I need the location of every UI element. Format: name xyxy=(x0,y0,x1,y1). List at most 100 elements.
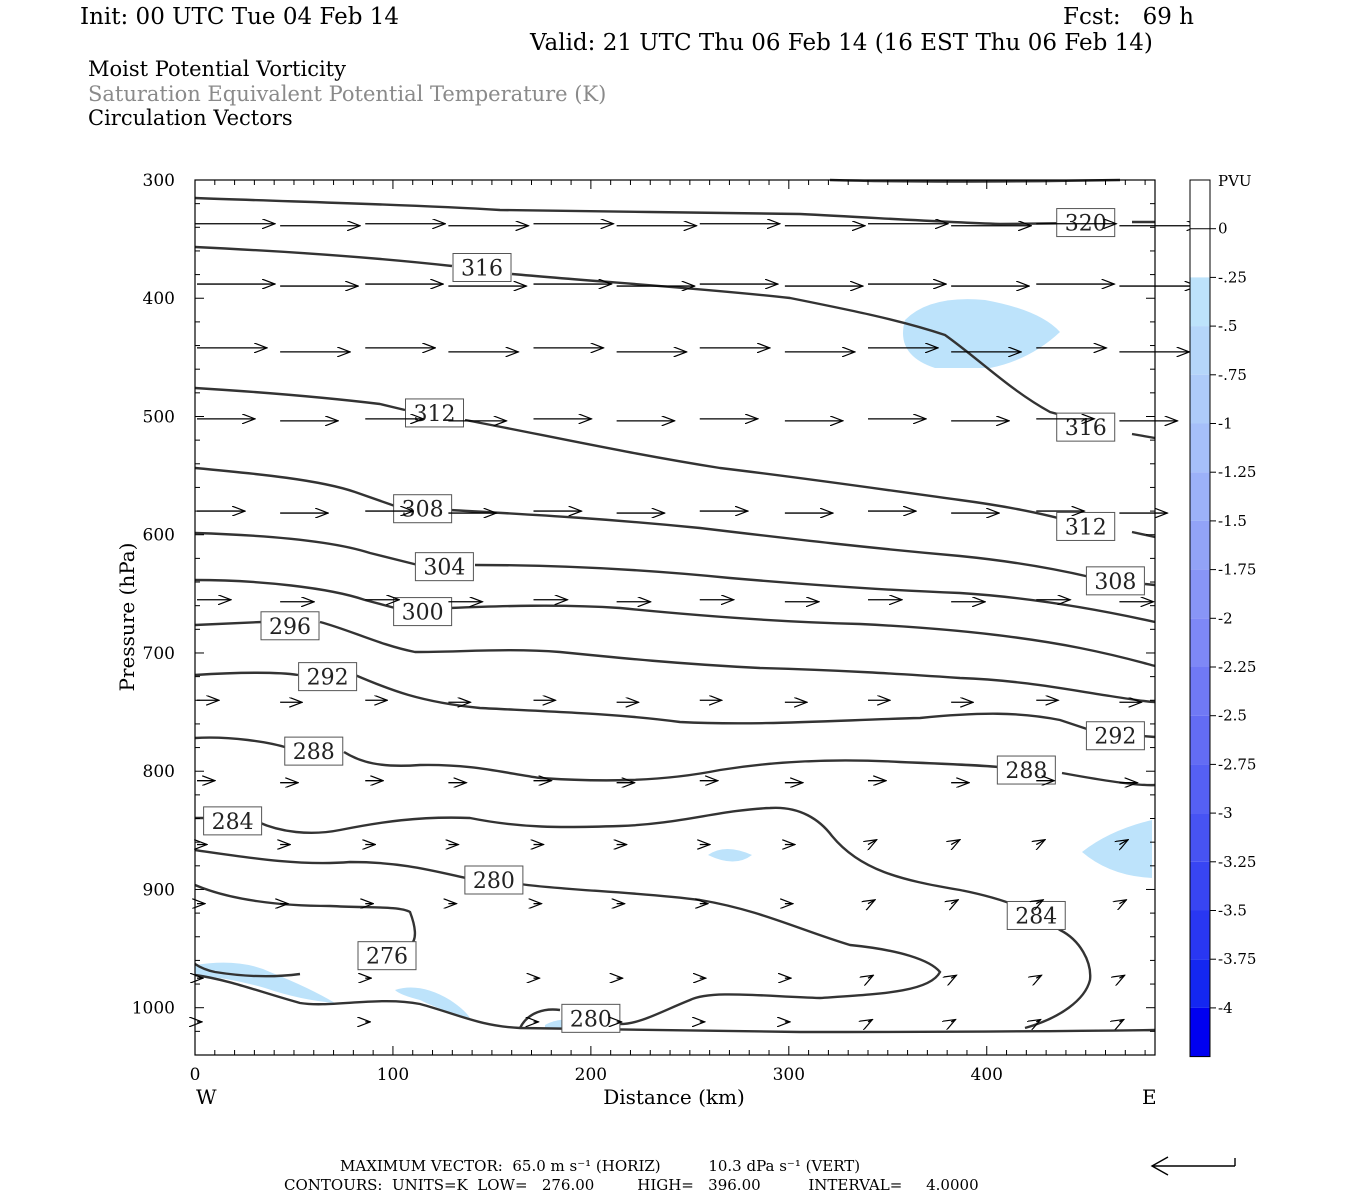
colorbar-label: -3.5 xyxy=(1218,902,1247,920)
colorbar-label: -4 xyxy=(1218,999,1233,1017)
colorbar-label: -1.25 xyxy=(1218,463,1256,481)
svg-text:280: 280 xyxy=(473,869,515,894)
colorbar-swatch xyxy=(1190,813,1210,862)
y-tick-label: 800 xyxy=(143,762,175,782)
wind-vector xyxy=(868,840,877,845)
x-axis-label: Distance (km) xyxy=(603,1085,745,1109)
y-tick-labels: 300 400 500 600 700 800 900 1000 xyxy=(132,171,175,1019)
colorbar-label: -1 xyxy=(1218,415,1233,433)
contour-280 xyxy=(194,848,942,1029)
contour-label: 280 xyxy=(561,1003,621,1033)
svg-text:316: 316 xyxy=(461,257,503,282)
colorbar-label: -2.75 xyxy=(1218,755,1256,773)
contour-288 xyxy=(194,736,1156,787)
colorbar-swatch xyxy=(1190,374,1210,424)
colorbar-label: -3.25 xyxy=(1218,853,1256,871)
colorbar-swatch xyxy=(1190,959,1210,1008)
svg-text:312: 312 xyxy=(414,402,456,427)
colorbar-label: -.75 xyxy=(1218,366,1247,384)
x-tick-label: 400 xyxy=(971,1065,1003,1085)
wind-vector xyxy=(868,900,875,904)
wind-vector xyxy=(951,900,958,904)
colorbar-label: -3 xyxy=(1218,804,1233,822)
title-vectors: Circulation Vectors xyxy=(88,106,293,130)
colorbar-label: 0 xyxy=(1218,220,1228,238)
svg-text:280: 280 xyxy=(570,1007,612,1032)
wind-vector xyxy=(1119,975,1124,978)
contour-label: 292 xyxy=(298,662,358,692)
svg-text:308: 308 xyxy=(1094,570,1136,595)
colorbar-label: -1.75 xyxy=(1218,561,1256,579)
svg-text:316: 316 xyxy=(1065,416,1107,441)
colorbar-swatch xyxy=(1190,520,1210,570)
contour-label: 308 xyxy=(1085,566,1145,596)
wind-vector xyxy=(1036,975,1041,978)
wind-vector xyxy=(951,840,960,845)
colorbar-swatch xyxy=(1190,910,1210,960)
wind-vector xyxy=(1036,1019,1040,1021)
contour-label: 312 xyxy=(1056,511,1116,541)
reference-vector xyxy=(1150,1156,1236,1176)
y-axis-label: Pressure (hPa) xyxy=(115,543,139,692)
contour-label: 296 xyxy=(260,611,320,641)
contour-label: 288 xyxy=(284,736,344,766)
colorbar-swatch xyxy=(1190,277,1210,327)
wind-vector xyxy=(1119,840,1128,845)
colorbar-swatch xyxy=(1190,715,1210,765)
contour-324 xyxy=(829,178,1121,183)
contour-label: 312 xyxy=(405,398,465,428)
wind-vector xyxy=(1119,1019,1123,1021)
x-tick-label: 300 xyxy=(773,1065,805,1085)
contour-label: 276 xyxy=(357,941,417,971)
x-tick-label: 200 xyxy=(575,1065,607,1085)
contour-label: 292 xyxy=(1085,721,1145,751)
contour-label: 284 xyxy=(1006,900,1066,930)
contour-label: 316 xyxy=(452,253,512,282)
contour-312 xyxy=(194,386,1156,539)
colorbar-swatch xyxy=(1190,569,1210,619)
y-tick-label: 500 xyxy=(143,407,175,427)
colorbar-label: -3.75 xyxy=(1218,950,1256,968)
contour-316 xyxy=(194,245,1156,440)
svg-text:292: 292 xyxy=(307,666,349,691)
wind-vector xyxy=(951,975,956,978)
wind-vector xyxy=(1119,900,1126,904)
contour-320 xyxy=(194,196,1155,226)
y-tick-label: 600 xyxy=(143,526,175,546)
y-tick-label: 300 xyxy=(143,171,175,191)
axis-ticks xyxy=(194,179,1155,1056)
plot-frame xyxy=(194,179,1156,1056)
colorbar-label: -1.5 xyxy=(1218,512,1247,530)
x-tick-label: 0 xyxy=(190,1065,201,1085)
svg-text:296: 296 xyxy=(269,615,311,640)
contour-304 xyxy=(194,531,1156,624)
svg-text:288: 288 xyxy=(1005,759,1047,784)
wind-vector xyxy=(951,1019,955,1021)
wind-vector xyxy=(868,1019,872,1021)
colorbar-swatch xyxy=(1190,180,1210,229)
contour-label: 300 xyxy=(393,597,453,627)
contour-296 xyxy=(194,620,1156,704)
colorbar-swatch xyxy=(1190,764,1210,814)
colorbar-label: -2 xyxy=(1218,609,1233,627)
terrain xyxy=(194,973,1156,1034)
contour-labels: 320 316 316 312 312 308 308 304 300 296 292 292 288 2… xyxy=(203,208,1145,1033)
colorbar-swatch xyxy=(1190,228,1210,278)
svg-text:284: 284 xyxy=(1015,904,1057,929)
svg-text:292: 292 xyxy=(1094,725,1136,750)
contour-label: 308 xyxy=(393,494,453,524)
colorbar-swatch xyxy=(1190,667,1210,716)
svg-text:284: 284 xyxy=(212,810,254,835)
x-tick-label: 100 xyxy=(377,1065,409,1085)
svg-text:276: 276 xyxy=(366,945,408,970)
contour-label: 280 xyxy=(464,865,524,895)
title-theta-es: Saturation Equivalent Potential Temperat… xyxy=(88,82,607,106)
y-tick-label: 700 xyxy=(143,644,175,664)
wind-vector xyxy=(1036,900,1043,904)
svg-text:288: 288 xyxy=(293,740,335,765)
colorbar-swatch xyxy=(1190,618,1210,667)
contour-label: 284 xyxy=(203,806,263,836)
contours-note: CONTOURS: UNITS=K LOW= 276.00 HIGH= 396.… xyxy=(284,1176,979,1194)
colorbar-unit: PVU xyxy=(1218,172,1252,190)
